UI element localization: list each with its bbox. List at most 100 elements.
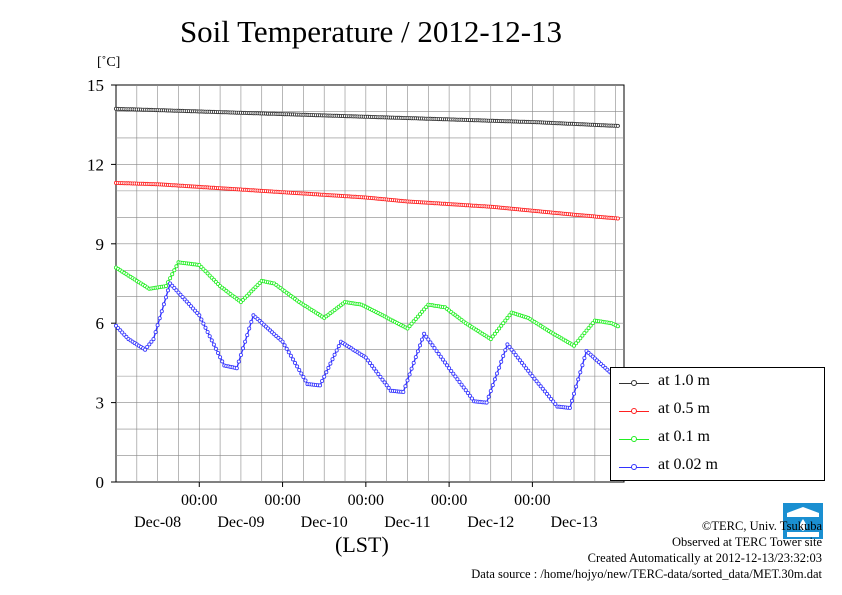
data-point: [234, 366, 239, 371]
data-point: [211, 342, 216, 347]
data-point: [574, 341, 579, 346]
data-point: [286, 350, 291, 355]
data-point: [615, 324, 620, 329]
data-point: [503, 348, 508, 353]
data-point: [157, 316, 162, 321]
plot-frame: [115, 84, 625, 483]
data-point: [163, 295, 168, 300]
data-point: [513, 352, 518, 357]
data-point: [218, 355, 223, 360]
data-point: [382, 380, 387, 385]
data-point: [534, 379, 539, 384]
data-point: [386, 385, 391, 390]
data-point: [494, 371, 499, 376]
y-tick-label: 15: [87, 76, 104, 95]
legend-item-05m: at 0.5 m: [611, 398, 824, 424]
data-point: [576, 377, 581, 382]
data-point: [147, 342, 152, 347]
data-point: [155, 323, 160, 328]
data-point: [580, 363, 585, 368]
data-point: [288, 353, 293, 358]
credit-source: Data source : /home/hojyo/new/TERC-data/…: [471, 567, 822, 581]
data-point: [505, 342, 510, 347]
data-point: [532, 376, 537, 381]
data-point: [407, 372, 412, 377]
data-point: [484, 400, 489, 405]
data-point: [240, 346, 245, 351]
data-point: [551, 399, 556, 404]
data-point: [545, 391, 550, 396]
data-point: [199, 317, 204, 322]
data-point: [615, 123, 620, 128]
terc-logo: [783, 503, 823, 539]
data-point: [284, 346, 289, 351]
data-point: [426, 337, 431, 342]
data-point: [465, 390, 470, 395]
legend-marker-01m: [631, 436, 637, 442]
data-point: [334, 348, 339, 353]
data-point: [415, 314, 420, 319]
y-axis-unit: [˚C]: [97, 55, 121, 70]
data-point: [507, 313, 512, 318]
data-point: [197, 313, 202, 318]
data-point: [322, 374, 327, 379]
series-line: [115, 261, 621, 347]
data-point: [207, 334, 212, 339]
data-point: [303, 378, 308, 383]
data-point: [324, 370, 329, 375]
data-point: [153, 330, 158, 335]
data-point: [461, 385, 466, 390]
credit-created: Created Automatically at 2012-12-13/23:3…: [587, 551, 822, 565]
data-point: [486, 394, 491, 399]
data-point: [451, 371, 456, 376]
data-point: [409, 321, 414, 326]
data-point: [168, 276, 173, 281]
data-point: [538, 384, 543, 389]
legend-marker-002m: [631, 464, 637, 470]
data-point: [370, 363, 375, 368]
x-axis-label: (LST): [335, 532, 389, 557]
data-point: [401, 389, 406, 394]
data-point: [372, 366, 377, 371]
data-point: [494, 329, 499, 334]
x-tick-time-label: 00:00: [181, 492, 217, 509]
series-layer: [114, 106, 621, 410]
data-point: [403, 384, 408, 389]
data-point: [501, 353, 506, 358]
data-point: [517, 358, 522, 363]
data-point: [417, 312, 422, 317]
data-point: [505, 315, 510, 320]
data-point: [295, 364, 300, 369]
data-point: [243, 339, 248, 344]
legend-label-002m: at 0.02 m: [658, 456, 718, 473]
data-point: [588, 323, 593, 328]
data-point: [376, 372, 381, 377]
data-point: [580, 333, 585, 338]
data-point: [572, 391, 577, 396]
legend-marker-1m: [631, 380, 637, 386]
credit-observed: Observed at TERC Tower site: [671, 535, 822, 549]
data-point: [511, 350, 516, 355]
data-point: [415, 349, 420, 354]
grid-lines: [116, 85, 624, 482]
data-point: [411, 360, 416, 365]
data-point: [459, 382, 464, 387]
data-point: [159, 309, 164, 314]
data-point: [467, 393, 472, 398]
data-point: [492, 377, 497, 382]
data-point: [501, 321, 506, 326]
x-tick-time-label: 00:00: [264, 492, 300, 509]
data-point: [419, 337, 424, 342]
data-point: [528, 371, 533, 376]
data-point: [317, 383, 322, 388]
data-point: [430, 343, 435, 348]
data-point: [326, 365, 331, 370]
data-point: [469, 396, 474, 401]
data-point: [488, 388, 493, 393]
data-point: [428, 340, 433, 345]
data-point: [213, 346, 218, 351]
data-point: [499, 359, 504, 364]
data-point: [163, 284, 168, 289]
data-point: [578, 370, 583, 375]
